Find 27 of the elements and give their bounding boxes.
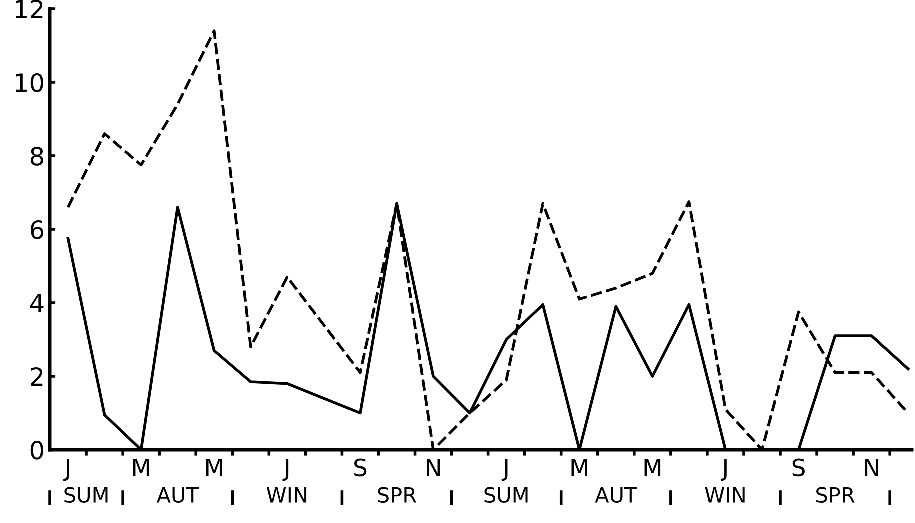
y-tick-label: 0 [30,440,44,460]
x-tick-label: J [282,459,289,481]
x-tick-label: J [64,459,70,481]
x-tick-label: S [354,458,367,477]
x-tick-label: M [133,459,150,476]
text: SPR [816,487,855,504]
x-tick-label: J [502,459,508,481]
y-tick-label: 10 [16,73,44,92]
text: SUM [484,487,528,504]
x-tick-label: N [865,459,878,476]
x-tick-label: M [644,459,661,476]
y-tick-label: 2 [31,367,43,386]
text: SPR [378,487,417,504]
text: WIN [266,488,307,503]
x-tick-label: J [721,459,727,481]
x-tick-label: N [427,459,440,476]
x-tick-label: S [792,458,805,477]
x-tick-label: M [206,459,222,476]
text: WIN [705,488,745,503]
text: AUT [595,488,638,504]
x-tick-label: M [572,459,588,476]
y-tick-label: 4 [30,294,44,312]
y-tick-label: 8 [30,146,44,166]
text: AUT [156,488,200,504]
y-tick-label: 6 [30,220,44,240]
text: SUM [64,487,108,504]
y-tick-label: 12 [16,0,43,18]
